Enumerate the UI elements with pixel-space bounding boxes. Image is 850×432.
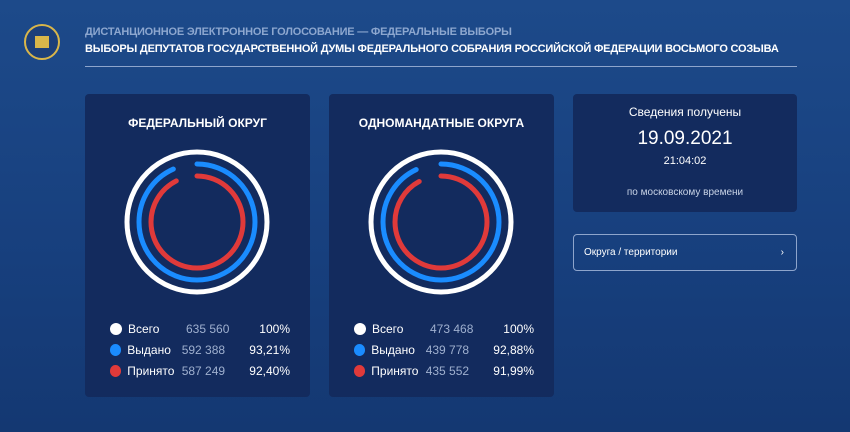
legend-row-accepted: Принято 587 249 92,40% (110, 360, 290, 381)
legend-row-accepted: Принято 435 552 91,99% (354, 360, 534, 381)
legend-percent: 100% (259, 321, 290, 336)
total-dot-icon (354, 322, 366, 335)
regions-button[interactable]: Округа / территории › (573, 234, 797, 271)
info-time: 21:04:02 (663, 155, 707, 167)
legend-percent: 100% (503, 321, 534, 336)
regions-button-label: Округа / территории (584, 247, 678, 258)
legend: Всего 473 468 100% Выдано 439 778 92,88%… (354, 318, 534, 381)
legend-row-total: Всего 473 468 100% (354, 318, 534, 339)
legend-row-total: Всего 635 560 100% (110, 318, 290, 339)
page-title: ВЫБОРЫ ДЕПУТАТОВ ГОСУДАРСТВЕННОЙ ДУМЫ ФЕ… (85, 43, 779, 55)
legend-value: 587 249 (181, 363, 226, 378)
duma-logo (24, 24, 60, 60)
page-subtitle: ДИСТАНЦИОННОЕ ЭЛЕКТРОННОЕ ГОЛОСОВАНИЕ — … (85, 26, 512, 38)
legend-label: Всего (372, 321, 404, 336)
legend-percent: 92,40% (249, 363, 290, 378)
legend-label: Принято (127, 363, 175, 378)
donut-chart (124, 149, 270, 295)
ring-accepted (392, 173, 490, 271)
info-panel: Сведения получены 19.09.2021 21:04:02 по… (573, 94, 797, 212)
info-timezone: по московскому времени (626, 187, 744, 198)
total-dot-icon (110, 322, 122, 335)
legend-percent: 93,21% (249, 342, 290, 357)
ring-issued (136, 161, 258, 283)
legend-row-issued: Выдано 439 778 92,88% (354, 339, 534, 360)
federal-district-card: ФЕДЕРАЛЬНЫЙ ОКРУГ Всего 635 560 100% Выд… (85, 94, 310, 397)
accepted-dot-icon (354, 364, 366, 377)
single-mandate-card: ОДНОМАНДАТНЫЕ ОКРУГА Всего 473 468 100% … (329, 94, 554, 397)
legend-percent: 91,99% (493, 363, 534, 378)
legend-value: 473 468 (430, 321, 474, 336)
issued-dot-icon (354, 343, 366, 356)
legend-value: 439 778 (425, 342, 470, 357)
legend-percent: 92,88% (493, 342, 534, 357)
accepted-dot-icon (110, 364, 122, 377)
chevron-right-icon: › (780, 247, 784, 258)
legend-label: Выдано (127, 342, 171, 357)
legend-value: 635 560 (186, 321, 230, 336)
legend-value: 435 552 (425, 363, 470, 378)
issued-dot-icon (110, 343, 122, 356)
legend-value: 592 388 (181, 342, 226, 357)
legend-row-issued: Выдано 592 388 93,21% (110, 339, 290, 360)
info-label: Сведения получены (628, 105, 742, 119)
ring-issued (380, 161, 502, 283)
divider (85, 66, 797, 67)
info-date: 19.09.2021 (637, 128, 733, 149)
card-title: ФЕДЕРАЛЬНЫЙ ОКРУГ (128, 116, 267, 130)
legend: Всего 635 560 100% Выдано 592 388 93,21%… (110, 318, 290, 381)
ring-accepted (148, 173, 246, 271)
legend-label: Выдано (371, 342, 415, 357)
legend-label: Всего (128, 321, 160, 336)
card-title: ОДНОМАНДАТНЫЕ ОКРУГА (358, 116, 525, 130)
ring-total (368, 149, 514, 295)
legend-label: Принято (371, 363, 419, 378)
donut-chart (368, 149, 514, 295)
ring-total (124, 149, 270, 295)
